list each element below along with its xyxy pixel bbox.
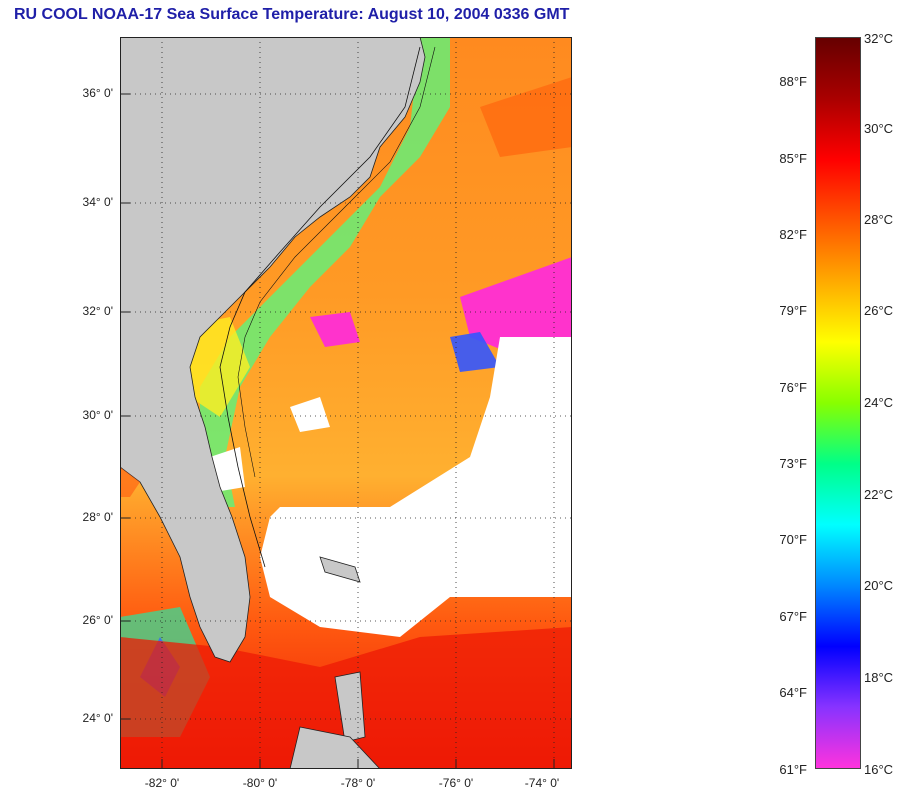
left-ticks (120, 93, 130, 720)
fahrenheit-label: 64°F (779, 685, 807, 700)
fahrenheit-label: 85°F (779, 151, 807, 166)
bathymetry-contour-2 (237, 46, 436, 478)
sst-map[interactable] (120, 37, 572, 769)
latitude-label: 30° 0' (82, 408, 113, 422)
land-andros (334, 671, 366, 743)
blue-patch-east (450, 332, 500, 372)
cold-patch-center (310, 312, 360, 347)
gulf-coast-warm (120, 467, 140, 497)
bottom-ticks (161, 759, 555, 769)
longitude-grid (161, 37, 555, 769)
fahrenheit-label: 67°F (779, 609, 807, 624)
latitude-label: 34° 0' (82, 195, 113, 209)
celsius-label: 32°C (864, 31, 894, 46)
celsius-label: 20°C (864, 578, 894, 593)
fahrenheit-label: 79°F (779, 303, 807, 318)
latitude-label: 32° 0' (82, 304, 113, 318)
fahrenheit-label: 82°F (779, 227, 807, 242)
celsius-label: 18°C (864, 670, 894, 685)
map-title: RU COOL NOAA-17 Sea Surface Temperature:… (14, 6, 570, 23)
latitude-label: 36° 0' (82, 86, 113, 100)
land-cuba (289, 726, 381, 769)
sst-map-canvas (120, 37, 572, 769)
temperature-colorbar (815, 37, 861, 769)
land-us-southeast (120, 37, 426, 663)
fahrenheit-label: 61°F (779, 762, 807, 777)
longitude-label: -82° 0' (144, 776, 180, 790)
land-grand-bahama (319, 556, 361, 583)
fahrenheit-label: 88°F (779, 74, 807, 89)
coastal-cool-band (200, 37, 450, 507)
latitude-grid (120, 93, 572, 720)
cloud-small-1 (290, 397, 330, 432)
bathymetry-contour (219, 46, 421, 568)
longitude-label: -74° 0' (524, 776, 560, 790)
fahrenheit-label: 73°F (779, 456, 807, 471)
fahrenheit-label: 76°F (779, 380, 807, 395)
longitude-label: -80° 0' (242, 776, 278, 790)
celsius-label: 24°C (864, 395, 894, 410)
latitude-label: 26° 0' (82, 613, 113, 627)
longitude-label: -78° 0' (340, 776, 376, 790)
celsius-label: 30°C (864, 121, 894, 136)
celsius-label: 26°C (864, 303, 894, 318)
cold-patch-east (460, 257, 572, 357)
celsius-label: 16°C (864, 762, 894, 777)
celsius-label: 28°C (864, 212, 894, 227)
fahrenheit-label: 70°F (779, 532, 807, 547)
longitude-label: -76° 0' (438, 776, 474, 790)
latitude-label: 28° 0' (82, 510, 113, 524)
map-frame (120, 37, 572, 769)
gulf-stream-north (480, 77, 572, 157)
celsius-label: 22°C (864, 487, 894, 502)
latitude-label: 24° 0' (82, 711, 113, 725)
